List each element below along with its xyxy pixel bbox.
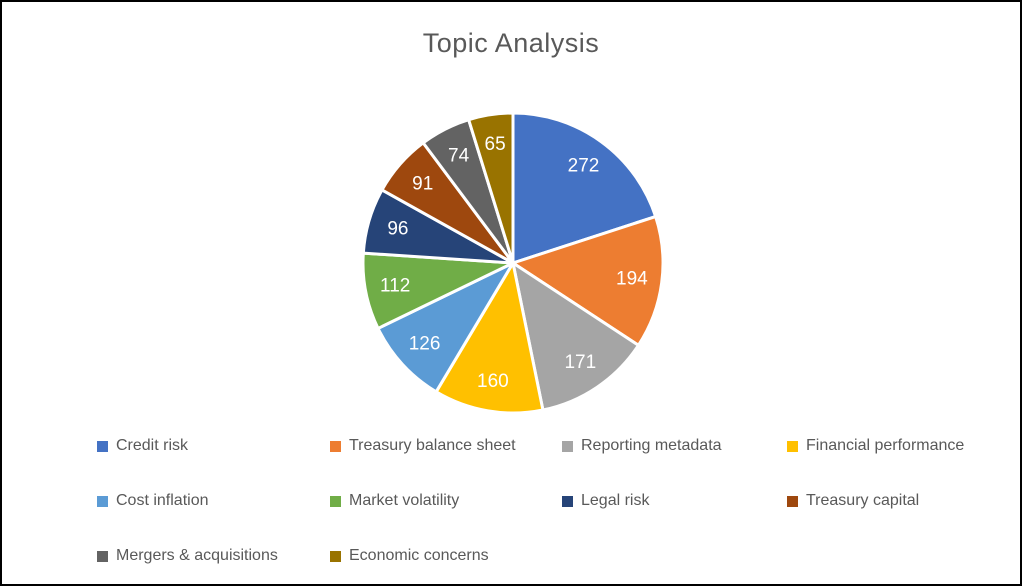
legend-swatch-icon — [787, 440, 798, 452]
legend-swatch-icon — [97, 440, 108, 452]
legend-swatch-icon — [330, 550, 341, 562]
legend-item-economic-concerns: Economic concerns — [330, 547, 562, 565]
data-label: 74 — [448, 146, 470, 167]
data-label: 160 — [477, 371, 509, 392]
legend-label: Credit risk — [116, 437, 189, 454]
legend-item-mergers-acquisitions: Mergers & acquisitions — [97, 547, 330, 565]
legend-item-reporting-metadata: Reporting metadata — [562, 437, 787, 455]
pie-slice-cost-inflation — [376, 261, 515, 394]
data-label: 65 — [485, 134, 506, 155]
legend-label: Treasury capital — [806, 492, 920, 509]
chart-title: Topic Analysis — [422, 28, 600, 58]
pie-slice-reporting-metadata — [511, 261, 640, 412]
legend-swatch-icon — [330, 440, 341, 452]
legend-swatch-icon — [97, 495, 108, 507]
legend-item-treasury-capital: Treasury capital — [787, 492, 1007, 510]
legend-item-market-volatility: Market volatility — [330, 492, 562, 510]
legend-label: Mergers & acquisitions — [116, 547, 278, 564]
legend-item-credit-risk: Credit risk — [97, 437, 330, 455]
legend-item-treasury-balance-sheet: Treasury balance sheet — [330, 437, 562, 455]
legend-swatch-icon — [787, 495, 798, 507]
pie-chart: 272 194 171 160 126 112 96 91 74 65 — [361, 111, 665, 415]
legend-item-legal-risk: Legal risk — [562, 492, 787, 510]
pie-slice-credit-risk — [511, 111, 658, 265]
data-label: 91 — [412, 174, 433, 195]
data-label: 96 — [387, 219, 408, 240]
legend-label: Market volatility — [349, 492, 460, 509]
legend-swatch-icon — [562, 440, 573, 452]
legend-swatch-icon — [562, 495, 573, 507]
legend-swatch-icon — [97, 550, 108, 562]
legend-item-financial-performance: Financial performance — [787, 437, 1007, 455]
pie-slice-treasury-balance-sheet — [511, 215, 665, 347]
legend-label: Financial performance — [806, 437, 965, 454]
legend-label: Legal risk — [581, 492, 650, 509]
pie-slice-economic-concerns — [467, 111, 515, 265]
legend: Credit risk Treasury balance sheet Reporti… — [97, 437, 1007, 584]
data-label: 272 — [568, 155, 600, 176]
pie-slice-financial-performance — [434, 261, 545, 415]
data-label: 112 — [380, 276, 410, 297]
legend-label: Reporting metadata — [581, 437, 722, 454]
data-label: 194 — [616, 268, 648, 289]
legend-label: Cost inflation — [116, 492, 209, 509]
legend-item-cost-inflation: Cost inflation — [97, 492, 330, 510]
data-label: 126 — [409, 334, 441, 355]
data-label: 171 — [564, 352, 596, 373]
legend-label: Economic concerns — [349, 547, 489, 564]
legend-label: Treasury balance sheet — [349, 437, 516, 454]
legend-swatch-icon — [330, 495, 341, 507]
